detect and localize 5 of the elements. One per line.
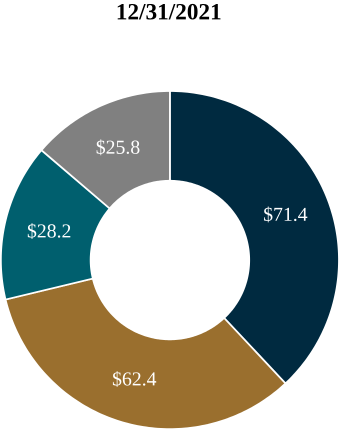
data-label: $62.4	[113, 371, 156, 387]
data-label: $25.8	[96, 139, 140, 156]
data-label: $71.4	[264, 206, 308, 222]
chart-title: 12/31/2021	[118, 4, 221, 20]
data-label: $28.2	[28, 223, 70, 239]
